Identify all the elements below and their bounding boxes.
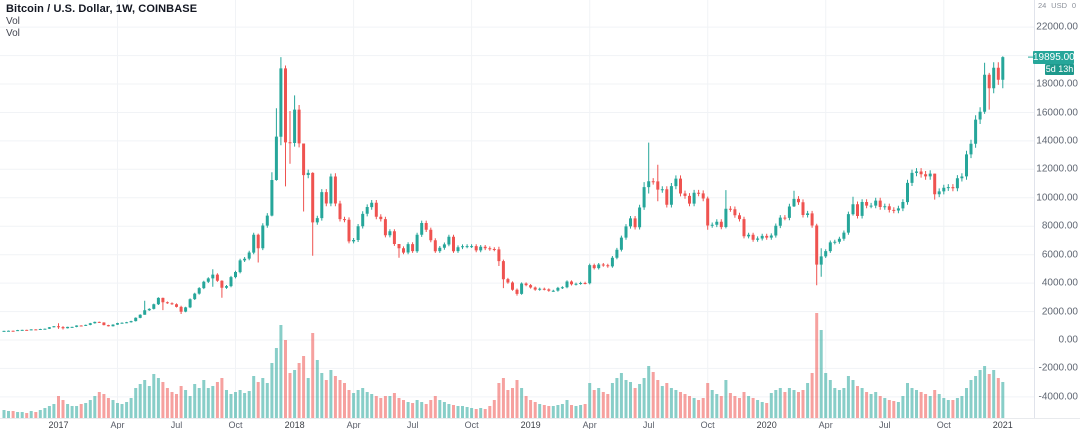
time-axis-label: 2020: [756, 420, 777, 429]
price-axis-label: 12000.00: [1036, 163, 1078, 175]
time-axis-label: Jul: [170, 420, 183, 429]
price-axis-label: 2000.00: [1041, 306, 1078, 318]
time-axis-label: 2017: [48, 420, 69, 429]
price-axis[interactable]: 24 USD 0 22000.00 18000.00 16000.00 14000.0…: [1033, 0, 1080, 418]
price-axis-header: 24 USD 0: [1035, 1, 1079, 10]
time-axis-label: Apr: [346, 420, 361, 429]
up-candle-bodies: [2, 57, 1005, 332]
horizontal-gridlines: [0, 26, 1034, 398]
time-axis-label: Jul: [642, 420, 655, 429]
price-axis-label: 22000.00: [1036, 21, 1078, 33]
down-candle-bodies: [11, 67, 1000, 332]
price-axis-label: 14000.00: [1036, 135, 1078, 147]
time-axis-label: Oct: [936, 420, 951, 429]
price-axis-label: 0.00: [1058, 334, 1078, 346]
bar-countdown-label: 5d 13h: [1045, 64, 1074, 76]
axis-header-currency: USD: [1051, 1, 1067, 10]
time-axis-label: Oct: [700, 420, 715, 429]
time-axis-label: 2018: [284, 420, 305, 429]
time-axis-label: Apr: [110, 420, 125, 429]
price-chart[interactable]: Bitcoin / U.S. Dollar, 1W, COINBASE Vol …: [0, 0, 1034, 418]
time-axis-label: 2019: [520, 420, 541, 429]
volume-indicator-label-2: Vol: [6, 28, 20, 39]
time-axis-label: Apr: [582, 420, 597, 429]
price-axis-label: 10000.00: [1036, 192, 1078, 204]
chart-canvas: [0, 0, 1034, 418]
price-axis-label: -2000.00: [1038, 362, 1078, 374]
time-axis-label: Jul: [406, 420, 419, 429]
axis-header-right: 0: [1071, 1, 1076, 10]
current-price-label: 19895.00: [1033, 50, 1075, 64]
volume-indicator-label-1: Vol: [6, 16, 20, 27]
price-axis-label: 8000.00: [1041, 220, 1078, 232]
time-axis-label: Oct: [464, 420, 479, 429]
time-axis[interactable]: 2017 Apr Jul Oct 2018 Apr Jul Oct 2019 Apr Jul Oct 2…: [0, 418, 1080, 429]
time-axis-label: 2021: [992, 420, 1013, 429]
price-axis-label: -4000.00: [1038, 391, 1078, 403]
time-axis-label: Apr: [818, 420, 833, 429]
chart-legend: Bitcoin / U.S. Dollar, 1W, COINBASE Vol …: [6, 3, 197, 39]
price-axis-label: 4000.00: [1041, 277, 1078, 289]
time-axis-label: Oct: [228, 420, 243, 429]
up-candle-wicks: [3, 56, 1004, 332]
axis-header-left: 24: [1038, 1, 1047, 10]
down-candle-wicks: [12, 62, 999, 331]
symbol-title: Bitcoin / U.S. Dollar, 1W, COINBASE: [6, 3, 198, 15]
price-axis-label: 6000.00: [1041, 249, 1078, 261]
price-axis-label: 18000.00: [1036, 78, 1078, 90]
time-axis-label: Jul: [879, 420, 891, 429]
down-volume-bars: [11, 313, 1000, 418]
price-axis-label: 16000.00: [1036, 107, 1078, 118]
up-volume-bars: [2, 325, 1005, 418]
